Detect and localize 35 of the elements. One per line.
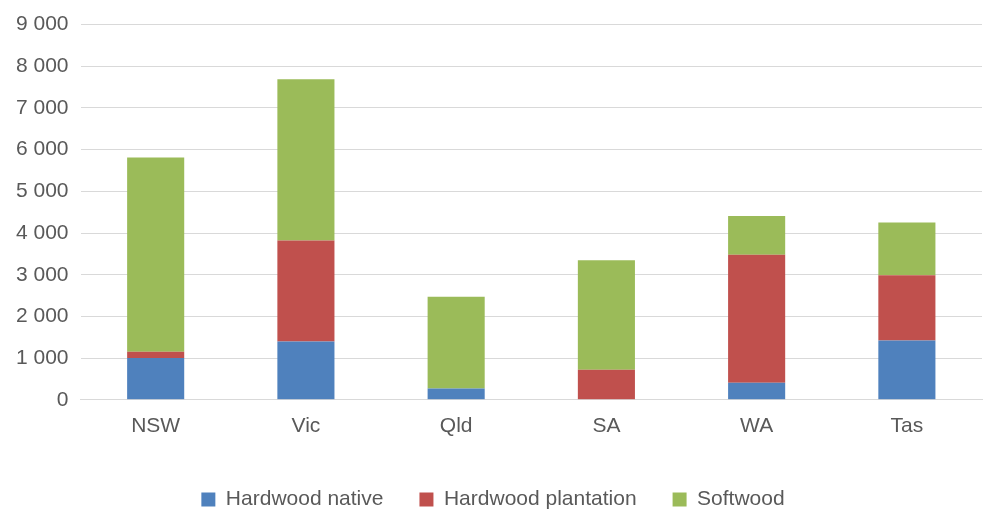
- x-tick-label: WA: [740, 413, 774, 437]
- y-tick-label: 9 000: [15, 11, 69, 35]
- x-tick-label: Vic: [291, 413, 321, 437]
- bar: [277, 79, 335, 241]
- x-tick-label: SA: [592, 413, 621, 437]
- y-tick-label: 3 000: [15, 261, 69, 285]
- legend-label: Hardwood plantation: [443, 486, 637, 510]
- bar: [577, 260, 635, 370]
- x-tick-label: Qld: [439, 413, 473, 437]
- bar: [127, 358, 185, 400]
- y-tick-label: 7 000: [15, 94, 69, 118]
- bar: [277, 240, 335, 342]
- x-tick-label: Tas: [890, 413, 924, 437]
- bar: [878, 222, 936, 276]
- x-tick-label: NSW: [131, 413, 181, 437]
- y-tick-label: 1 000: [15, 344, 69, 368]
- bar: [728, 215, 786, 255]
- y-tick-label: 2 000: [15, 303, 69, 327]
- y-tick-label: 4 000: [15, 219, 69, 243]
- bar: [127, 157, 185, 352]
- y-tick-label: 5 000: [15, 178, 69, 202]
- bar: [427, 388, 485, 400]
- bar: [728, 254, 786, 383]
- bar: [127, 351, 185, 359]
- bar: [878, 340, 936, 400]
- y-tick-label: 6 000: [15, 136, 69, 160]
- y-tick-label: 0: [56, 386, 69, 410]
- bar: [878, 275, 936, 341]
- legend-label: Softwood: [697, 486, 785, 510]
- bar: [577, 369, 635, 400]
- legend-label: Hardwood native: [225, 486, 384, 510]
- bar: [728, 382, 786, 400]
- bar: [277, 341, 335, 400]
- y-tick-label: 8 000: [15, 53, 69, 77]
- bar: [427, 296, 485, 389]
